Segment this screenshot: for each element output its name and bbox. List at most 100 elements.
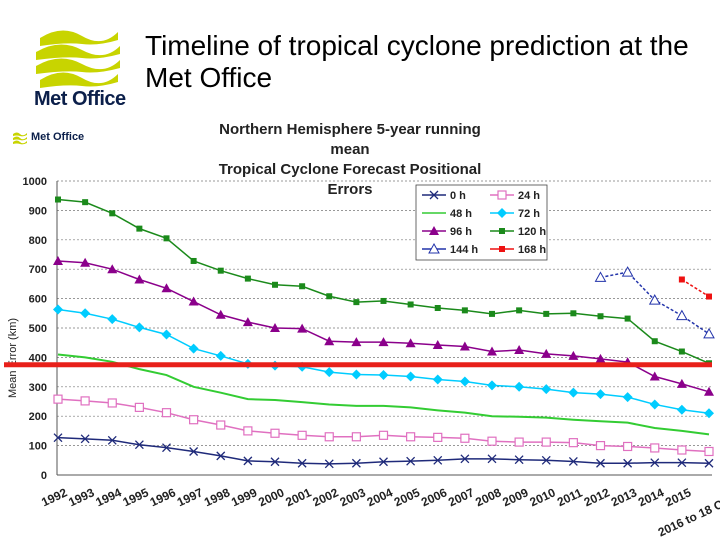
data-point	[107, 435, 117, 445]
data-point	[460, 433, 470, 443]
data-point	[190, 257, 197, 264]
data-point	[243, 426, 253, 436]
data-point	[623, 458, 633, 468]
data-point	[324, 432, 334, 442]
y-tick-label: 1000	[23, 176, 47, 188]
data-point	[624, 315, 631, 322]
data-point	[242, 317, 253, 327]
met-office-small-waves-icon	[13, 132, 27, 145]
data-point	[570, 310, 577, 317]
data-point	[595, 441, 606, 451]
data-point	[678, 348, 685, 355]
data-point	[514, 381, 525, 392]
data-point	[53, 433, 63, 443]
data-point	[499, 228, 505, 234]
data-point	[82, 199, 89, 206]
data-point	[568, 457, 578, 466]
x-tick-label: 1995	[121, 485, 151, 509]
x-tick-label: 2004	[365, 485, 395, 509]
data-point	[594, 271, 607, 282]
data-point	[407, 301, 414, 308]
data-point	[460, 454, 470, 464]
data-point	[161, 329, 172, 340]
data-point	[134, 402, 144, 412]
x-tick-label: 2007	[446, 485, 476, 509]
data-point	[53, 255, 63, 265]
data-point	[378, 337, 389, 347]
legend-label: 168 h	[518, 244, 546, 256]
y-tick-label: 900	[29, 205, 47, 217]
data-point	[406, 456, 416, 466]
series-line	[57, 308, 710, 415]
data-point	[706, 293, 712, 300]
data-point	[378, 370, 389, 381]
data-point	[597, 313, 604, 320]
data-point	[433, 455, 443, 465]
data-point	[136, 225, 143, 232]
x-tick-label: 1994	[94, 485, 124, 509]
data-point	[297, 430, 307, 440]
data-point	[487, 380, 497, 391]
data-point	[499, 246, 505, 252]
series-line	[57, 353, 710, 436]
x-tick-label: 2006	[419, 485, 449, 509]
met-office-small-logo: Met Office	[12, 128, 112, 150]
data-point	[677, 445, 687, 455]
data-point	[487, 346, 497, 356]
data-point	[107, 398, 117, 408]
data-point	[429, 226, 439, 235]
data-point	[596, 458, 605, 468]
data-point	[704, 458, 714, 468]
legend-label: 0 h	[450, 190, 466, 202]
x-tick-label: 2008	[473, 485, 503, 509]
legend-label: 96 h	[450, 226, 472, 238]
x-tick-label: 2000	[256, 485, 286, 509]
met-office-logo-text: Met Office	[34, 88, 126, 110]
data-point	[188, 296, 199, 306]
y-tick-label: 0	[41, 470, 47, 482]
data-point	[648, 294, 661, 305]
met-office-small-logo-text: Met Office	[31, 131, 85, 143]
data-point	[351, 458, 361, 468]
data-point	[405, 371, 416, 382]
data-point	[497, 208, 507, 218]
data-point	[541, 348, 552, 358]
data-point	[623, 441, 633, 452]
data-point	[678, 276, 685, 283]
x-tick-label: 2015	[663, 485, 693, 509]
data-point	[568, 438, 578, 448]
data-point	[297, 323, 308, 333]
data-point	[514, 437, 524, 447]
data-point	[379, 457, 388, 467]
y-tick-label: 800	[29, 235, 47, 247]
data-point	[568, 387, 579, 398]
x-tick-label: 1992	[39, 485, 69, 509]
data-point	[432, 374, 443, 385]
y-tick-label: 300	[29, 382, 47, 394]
data-point	[134, 322, 145, 333]
data-point	[487, 454, 497, 464]
data-point	[677, 458, 687, 468]
data-point	[161, 408, 172, 418]
data-point	[53, 304, 63, 315]
data-point	[270, 428, 280, 438]
data-point	[514, 455, 524, 465]
data-point	[489, 310, 495, 317]
data-point	[215, 309, 226, 319]
y-axis-label: Mean Error (km)	[7, 318, 19, 398]
data-point	[80, 308, 91, 319]
data-point	[244, 275, 251, 282]
data-point	[324, 367, 335, 378]
data-point	[676, 404, 687, 415]
chart-subtitle: Tropical Cyclone Forecast Positional Err…	[218, 161, 482, 198]
data-point	[80, 434, 90, 444]
met-office-waves-icon	[36, 30, 120, 88]
data-point	[351, 432, 361, 442]
data-point	[80, 396, 90, 406]
data-point	[595, 389, 606, 400]
x-tick-label: 2003	[338, 485, 368, 509]
data-point	[405, 338, 416, 348]
x-tick-label: 1999	[229, 485, 259, 509]
data-point	[299, 283, 306, 290]
